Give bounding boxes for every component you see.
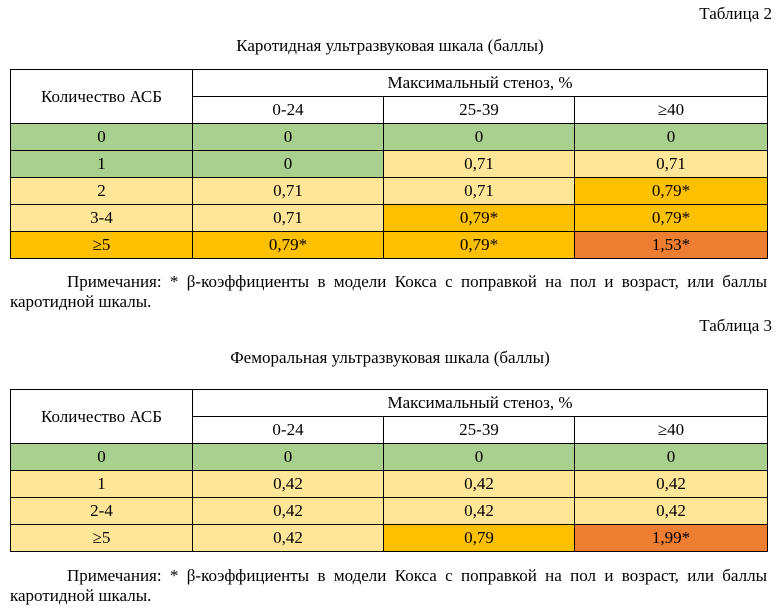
table2-cell: 0 [575, 124, 768, 151]
table2-row-label: ≥5 [11, 232, 193, 259]
table2-cell: 0,71 [384, 178, 575, 205]
table3-grid: Количество АСБ Максимальный стеноз, % 0-… [10, 389, 768, 552]
table2-cell: 0,79* [193, 232, 384, 259]
table3-cell: 0,42 [193, 525, 384, 552]
table-row: 2-4 0,42 0,42 0,42 [11, 498, 768, 525]
table3-cell: 0,42 [193, 498, 384, 525]
table3-cell: 0,79 [384, 525, 575, 552]
table3-row-label: ≥5 [11, 525, 193, 552]
table3-cell: 0,42 [575, 498, 768, 525]
table3-cell: 0 [575, 444, 768, 471]
table2-cell: 0 [193, 151, 384, 178]
table2-cell: 0,71 [384, 151, 575, 178]
table2-cell: 1,53* [575, 232, 768, 259]
table2-cell: 0,79* [384, 205, 575, 232]
table2-col-header: 25-39 [384, 97, 575, 124]
table2-row-label: 1 [11, 151, 193, 178]
table3-col-header: ≥40 [575, 417, 768, 444]
table2-note: Примечания: * β-коэффициенты в модели Ко… [10, 272, 767, 312]
table2-cell: 0,79* [384, 232, 575, 259]
table2-cell: 0,71 [193, 205, 384, 232]
table2-col-header: ≥40 [575, 97, 768, 124]
table2-header-row: Количество АСБ Максимальный стеноз, % [11, 70, 768, 97]
table3-col-header: 25-39 [384, 417, 575, 444]
table3-row-label: 1 [11, 471, 193, 498]
table2-row-header: Количество АСБ [11, 70, 193, 124]
table2-row-label: 2 [11, 178, 193, 205]
table3-note: Примечания: * β-коэффициенты в модели Ко… [10, 566, 767, 606]
table-row: 3-4 0,71 0,79* 0,79* [11, 205, 768, 232]
table-row: ≥5 0,42 0,79 1,99* [11, 525, 768, 552]
table3-cell: 0 [384, 444, 575, 471]
table3-row-label: 2-4 [11, 498, 193, 525]
table2-cell: 0,79* [575, 178, 768, 205]
table2-cell: 0 [193, 124, 384, 151]
table-row: 0 0 0 0 [11, 124, 768, 151]
table-row: 1 0,42 0,42 0,42 [11, 471, 768, 498]
table2-grid: Количество АСБ Максимальный стеноз, % 0-… [10, 69, 768, 259]
table2-cell: 0,79* [575, 205, 768, 232]
table3-cell: 1,99* [575, 525, 768, 552]
table3-cell: 0,42 [384, 498, 575, 525]
table2-col-header: 0-24 [193, 97, 384, 124]
table3-header-row: Количество АСБ Максимальный стеноз, % [11, 390, 768, 417]
table3-row-header: Количество АСБ [11, 390, 193, 444]
table3-cell: 0 [193, 444, 384, 471]
table2-cell: 0,71 [193, 178, 384, 205]
table3-cell: 0,42 [193, 471, 384, 498]
table3-label: Таблица 3 [699, 316, 772, 336]
table3-cell: 0,42 [575, 471, 768, 498]
table2-group-header: Максимальный стеноз, % [193, 70, 768, 97]
table-row: 1 0 0,71 0,71 [11, 151, 768, 178]
table3-cell: 0,42 [384, 471, 575, 498]
table3-title: Феморальная ультразвуковая шкала (баллы) [0, 348, 780, 368]
table-row: 2 0,71 0,71 0,79* [11, 178, 768, 205]
table2-label: Таблица 2 [699, 4, 772, 24]
table3-row-label: 0 [11, 444, 193, 471]
table-row: 0 0 0 0 [11, 444, 768, 471]
table-row: ≥5 0,79* 0,79* 1,53* [11, 232, 768, 259]
table2-row-label: 0 [11, 124, 193, 151]
table2-cell: 0 [384, 124, 575, 151]
table2-title: Каротидная ультразвуковая шкала (баллы) [0, 36, 780, 56]
table3-col-header: 0-24 [193, 417, 384, 444]
table3-group-header: Максимальный стеноз, % [193, 390, 768, 417]
table2-row-label: 3-4 [11, 205, 193, 232]
table2-cell: 0,71 [575, 151, 768, 178]
